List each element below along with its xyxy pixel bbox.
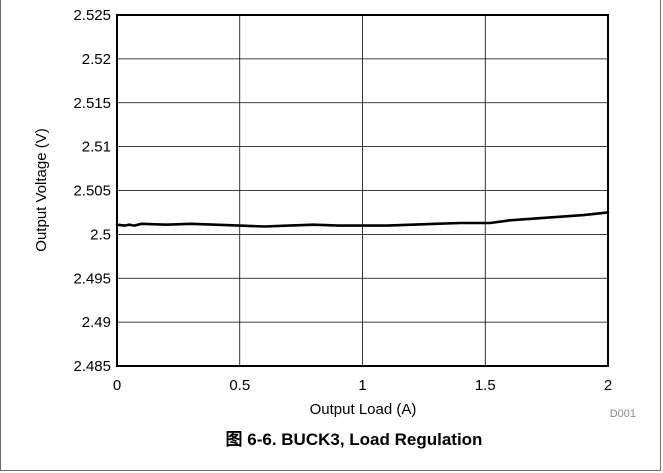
y-tick-label: 2.5 bbox=[90, 226, 111, 243]
series-layer bbox=[115, 211, 610, 228]
figure-caption: 图 6-6. BUCK3, Load Regulation bbox=[226, 430, 483, 449]
y-tick-label: 2.52 bbox=[82, 51, 111, 68]
x-tick-label: 1.5 bbox=[475, 377, 496, 394]
grid-lines bbox=[116, 14, 609, 367]
x-axis-label: Output Load (A) bbox=[310, 401, 417, 418]
y-tick-label: 2.515 bbox=[73, 95, 111, 112]
figure-code: D001 bbox=[610, 408, 636, 420]
x-tick-label: 0.5 bbox=[229, 377, 250, 394]
y-tick-label: 2.51 bbox=[82, 139, 111, 156]
y-axis-label: Output Voltage (V) bbox=[33, 128, 50, 251]
y-tick-label: 2.495 bbox=[73, 270, 111, 287]
y-tick-label: 2.525 bbox=[73, 7, 111, 24]
x-tick-label: 2 bbox=[604, 377, 612, 394]
y-tick-label: 2.49 bbox=[82, 314, 111, 331]
y-tick-label: 2.485 bbox=[73, 358, 111, 375]
series-line bbox=[115, 211, 610, 228]
x-tick-label: 1 bbox=[358, 377, 366, 394]
y-tick-label: 2.505 bbox=[73, 183, 111, 200]
plot-area-border bbox=[116, 14, 609, 367]
x-tick-label: 0 bbox=[113, 377, 121, 394]
tick-labels: 2.485 2.49 2.495 2.5 2.505 2.51 2.515 2.52 2.525… bbox=[73, 7, 612, 394]
